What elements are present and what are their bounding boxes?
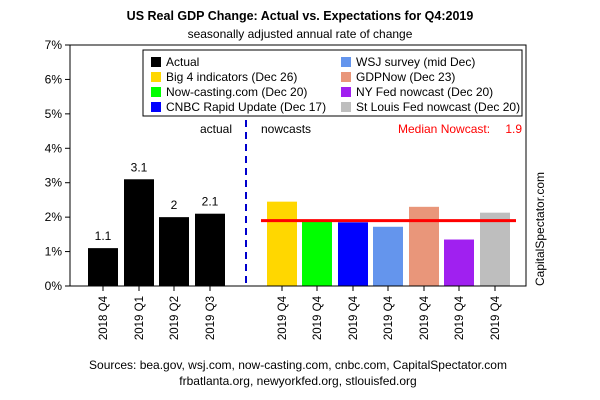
- legend-box: [142, 49, 523, 117]
- legend-label: WSJ survey (mid Dec): [356, 55, 475, 69]
- x-tick-label: 2019 Q4: [348, 295, 360, 340]
- legend-swatch: [341, 72, 351, 82]
- legend-label: CNBC Rapid Update (Dec 17): [166, 100, 326, 114]
- legend-swatch: [341, 102, 351, 112]
- side-label: CapitalSpectator.com: [533, 172, 547, 286]
- bar-actual-3: [195, 213, 225, 286]
- legend-swatch: [151, 87, 161, 97]
- legend-swatch: [151, 57, 161, 67]
- value-label: 3.1: [131, 160, 148, 174]
- legend-label: Big 4 indicators (Dec 26): [166, 70, 297, 84]
- x-tick-label: 2019 Q4: [277, 295, 289, 340]
- y-tick-label: 1%: [45, 245, 63, 259]
- legend-label: St Louis Fed nowcast (Dec 20): [356, 100, 520, 114]
- value-label: 2.1: [202, 195, 219, 209]
- section-label-nowcasts: nowcasts: [261, 122, 311, 136]
- bars: [88, 179, 510, 286]
- y-tick-label: 6%: [45, 72, 63, 86]
- x-tick-label: 2018 Q4: [98, 295, 110, 340]
- median-nowcast-label: Median Nowcast:: [398, 122, 490, 136]
- value-label: 1.1: [95, 229, 112, 243]
- bar-nowcast-9: [444, 239, 474, 286]
- bar-nowcast-5: [302, 220, 332, 286]
- x-ticks: 2018 Q4 2019 Q1 2019 Q2 2019 Q3 2019 Q4 2019 …: [98, 286, 502, 340]
- median-nowcast-value: 1.9: [505, 122, 522, 136]
- value-label: 2: [171, 198, 178, 212]
- value-labels: 1.1 3.1 2 2.1: [95, 160, 219, 243]
- legend-swatch: [341, 87, 351, 97]
- x-tick-label: 2019 Q4: [383, 295, 395, 340]
- y-tick-label: 5%: [45, 107, 63, 121]
- source-line-1: Sources: bea.gov, wsj.com, now-casting.c…: [89, 358, 507, 372]
- bar-nowcast-8: [409, 206, 439, 286]
- y-axis: 0% 1% 2% 3% 4% 5% 6% 7%: [45, 38, 70, 293]
- source-line-2: frbatlanta.org, newyorkfed.org, stlouisf…: [179, 374, 416, 388]
- legend-label: Now-casting.com (Dec 20): [166, 85, 307, 99]
- x-tick-label: 2019 Q4: [312, 295, 324, 340]
- legend-label: NY Fed nowcast (Dec 20): [356, 85, 493, 99]
- chart-title: US Real GDP Change: Actual vs. Expectati…: [127, 9, 474, 23]
- y-tick-label: 4%: [45, 141, 63, 155]
- x-tick-label: 2019 Q1: [134, 296, 146, 340]
- bar-actual-1: [124, 179, 154, 286]
- legend-label: Actual: [166, 55, 199, 69]
- bar-nowcast-7: [373, 226, 403, 286]
- plot-frame: [69, 44, 527, 287]
- y-tick-label: 3%: [45, 176, 63, 190]
- chart-subtitle: seasonally adjusted annual rate of chang…: [188, 27, 413, 41]
- bar-nowcast-4: [267, 201, 297, 286]
- bar-actual-0: [88, 248, 118, 286]
- bar-nowcast-6: [338, 222, 368, 286]
- x-tick-label: 2019 Q4: [490, 295, 502, 340]
- section-label-actual: actual: [200, 122, 232, 136]
- y-tick-label: 0%: [45, 279, 63, 293]
- legend-swatch: [151, 72, 161, 82]
- legend-label: GDPNow (Dec 23): [356, 70, 455, 84]
- bar-actual-2: [159, 217, 189, 286]
- x-tick-label: 2019 Q4: [419, 295, 431, 340]
- legend: Actual WSJ survey (mid Dec) Big 4 indicato…: [142, 49, 523, 117]
- legend-swatch: [151, 102, 161, 112]
- x-tick-label: 2019 Q3: [205, 296, 217, 340]
- y-tick-label: 2%: [45, 210, 63, 224]
- y-tick-label: 7%: [45, 38, 63, 52]
- x-tick-label: 2019 Q4: [454, 295, 466, 340]
- bar-nowcast-10: [480, 212, 510, 286]
- legend-swatch: [341, 57, 351, 67]
- x-tick-label: 2019 Q2: [169, 296, 181, 340]
